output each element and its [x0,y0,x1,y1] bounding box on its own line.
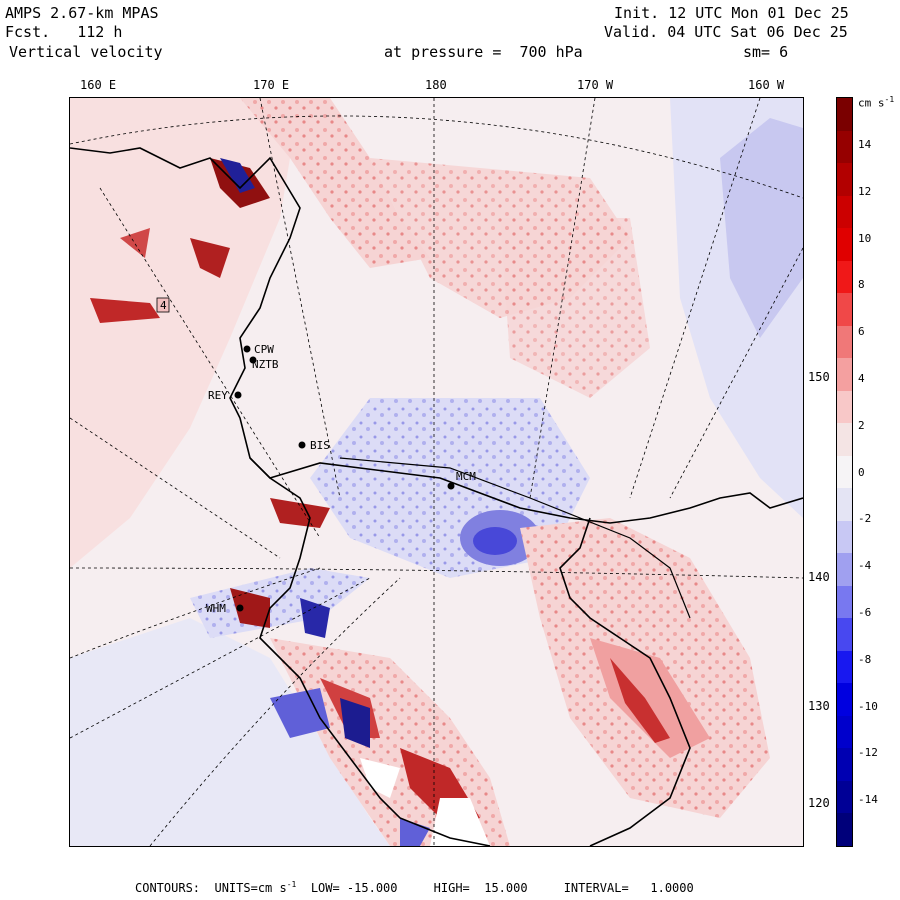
lon-label-170w: 170 W [577,78,614,92]
lat-label-140w: 140 W [808,570,845,584]
station-label-bis: BIS [310,439,330,452]
model-title: AMPS 2.67-km MPAS [5,4,159,22]
lat-label-130w: 130 W [808,699,845,713]
station-label-whm: WHM [206,602,226,615]
colorbar-segment [837,780,852,814]
colorbar-tick-label: 4 [858,372,865,385]
colorbar-tick-label: 10 [858,231,872,245]
colorbar-segment [837,325,852,359]
colorbar-units: cm s-1 [858,95,895,110]
lon-label-160w: 160 W [748,78,785,92]
forecast-hour: Fcst. 112 h [5,23,123,41]
ice-sheet-region [70,618,390,846]
colorbar-segment [837,293,852,327]
station-label-mcm: MCM [456,470,476,483]
vertical-velocity-map: CPW NZTB REY BIS MCM WHM 4 [69,97,804,847]
colorbar-tick-label: 8 [858,278,865,292]
colorbar-segment [837,650,852,684]
station-dot-cpw [243,345,251,353]
station-dot-rey [234,391,242,399]
colorbar-segment [837,683,852,717]
lon-label-170e: 170 E [253,78,290,92]
colorbar-segment [837,813,852,847]
station-label-cpw: CPW [254,343,274,356]
station-dot-nztb [249,356,257,364]
colorbar-segment [837,130,852,164]
contour-footer: CONTOURS: UNITS=cm s-1 LOW= -15.000 HIGH… [135,880,694,895]
colorbar-segment [837,618,852,652]
colorbar [836,97,853,847]
colorbar-tick-label: -6 [858,606,872,619]
graticule [70,98,803,846]
colorbar-segment [837,98,852,132]
station-dot-mcm [447,482,455,490]
colorbar-segment [837,228,852,262]
contour-value-label: 4 [160,299,167,312]
colorbar-segment [837,195,852,229]
colorbar-tick-label: 2 [858,418,865,432]
station-label-nztb: NZTB [252,358,279,371]
valid-time: Valid. 04 UTC Sat 06 Dec 25 [604,23,848,41]
colorbar-tick-label: -10 [858,699,878,713]
colorbar-segment [837,715,852,749]
contour-value-box [156,297,170,313]
colorbar-segment [837,390,852,424]
smoothing: sm= 6 [743,43,789,61]
colorbar-segment [837,488,852,522]
init-time: Init. 12 UTC Mon 01 Dec 25 [614,4,849,22]
colorbar-segment [837,358,852,392]
lat-label-120w: 120 W [808,796,845,810]
colorbar-tick-label: 12 [858,184,872,198]
pressure-level: at pressure = 700 hPa [384,43,583,61]
station-markers: CPW NZTB REY BIS MCM WHM [206,343,476,615]
colorbar-tick-label: 6 [858,325,865,339]
colorbar-tick-label: 14 [858,138,872,151]
colorbar-segment [837,423,852,457]
colorbar-tick-label: -8 [858,652,872,666]
coastline [70,147,803,846]
station-label-rey: REY [208,389,228,402]
colorbar-tick-label: -12 [858,746,878,760]
boundary-line [339,457,691,619]
colorbar-tick-label: -14 [858,793,878,807]
colorbar-segment [837,260,852,294]
lon-label-160e: 160 E [80,78,117,92]
station-dot-whm [236,604,244,612]
colorbar-segment [837,163,852,197]
field-name: Vertical velocity [9,43,163,61]
colorbar-segment [837,585,852,619]
station-dot-bis [298,441,306,449]
colorbar-segment [837,455,852,489]
colorbar-tick-label: -4 [858,559,872,573]
colorbar-tick-label: 0 [858,465,865,479]
colorbar-segment [837,553,852,587]
colorbar-tick-label: -2 [858,512,872,526]
lat-label-150w: 150 W [808,370,845,384]
colorbar-segment [837,748,852,782]
colorbar-segment [837,520,852,554]
west-warm-region [70,98,300,568]
lon-label-180: 180 [425,78,447,92]
